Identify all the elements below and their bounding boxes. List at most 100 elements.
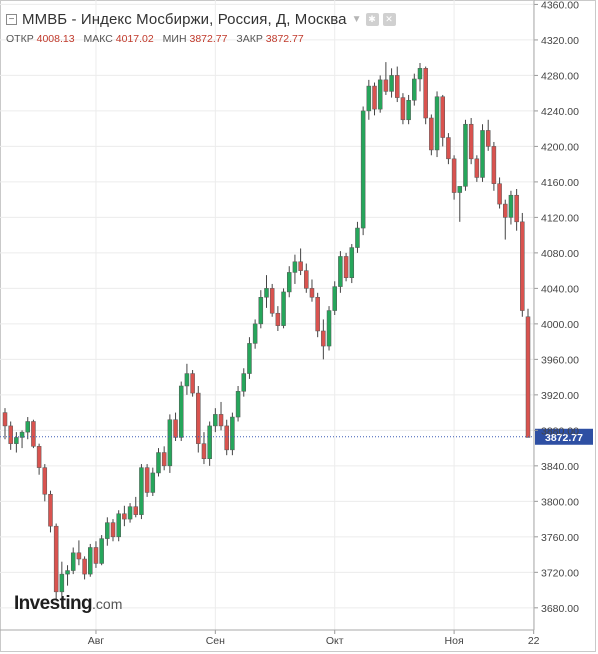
candle-body-up — [184, 373, 190, 387]
candle-body-up — [377, 79, 383, 110]
candle-body-up — [65, 570, 70, 575]
candle-body-up — [457, 186, 463, 193]
candle-body-down — [321, 330, 326, 347]
candle-body-down — [423, 68, 428, 119]
candle — [218, 401, 224, 431]
candle-body-down — [269, 288, 275, 314]
candle — [82, 556, 87, 580]
candle — [429, 114, 434, 156]
candle-body-down — [468, 123, 474, 160]
candle — [514, 189, 519, 231]
y-tick-label: 4040.00 — [541, 283, 579, 295]
candle-body-up — [241, 373, 247, 392]
candle — [446, 133, 451, 165]
candle — [503, 199, 508, 240]
candle-body-up — [355, 227, 360, 248]
high-value: 4017.02 — [115, 33, 154, 45]
candle — [434, 91, 440, 158]
settings-icon[interactable]: ✱ — [365, 12, 379, 26]
candle — [2, 408, 8, 440]
candle — [372, 82, 377, 116]
candle — [474, 155, 480, 182]
candle — [156, 448, 161, 477]
candle — [93, 541, 99, 568]
chart-title: ММВБ - Индекс Мосбиржи, Россия, Д, Москв… — [22, 10, 347, 28]
candle-body-down — [520, 221, 525, 311]
candle-body-up — [332, 286, 337, 311]
candle-body-up — [99, 538, 104, 564]
candle-body-up — [156, 452, 161, 474]
candle — [258, 290, 264, 329]
y-tick-label: 3960.00 — [541, 354, 579, 366]
candle — [207, 421, 212, 466]
candle-body-up — [360, 110, 366, 229]
y-tick-label: 4320.00 — [541, 35, 579, 47]
candle — [48, 490, 53, 533]
candle-body-down — [133, 506, 138, 515]
candle — [230, 412, 235, 456]
candle — [508, 190, 514, 225]
candle — [264, 275, 269, 308]
candle-body-down — [144, 467, 150, 493]
candle-body-down — [309, 288, 315, 298]
y-tick-label: 4080.00 — [541, 248, 579, 260]
close-label: ЗАКР — [236, 33, 263, 45]
candle — [144, 464, 150, 497]
candle-body-down — [400, 97, 406, 121]
candle — [105, 517, 110, 546]
close-icon[interactable]: ✕ — [382, 12, 396, 26]
investing-logo[interactable]: Investing.com — [14, 593, 122, 615]
candle-body-down — [122, 513, 127, 520]
candle-body-down — [503, 203, 508, 218]
candle — [201, 432, 207, 465]
candle — [485, 119, 491, 151]
candle-body-up — [88, 547, 93, 575]
candle — [497, 177, 502, 209]
candle — [19, 430, 25, 449]
y-tick-label: 4240.00 — [541, 106, 579, 118]
candle — [321, 319, 326, 360]
candle — [247, 337, 252, 379]
candle — [298, 248, 303, 276]
candle-body-down — [446, 137, 451, 160]
close-value: 3872.77 — [265, 33, 304, 45]
candle — [275, 306, 281, 331]
candle-body-down — [275, 312, 281, 326]
candle-body-down — [82, 558, 87, 575]
candles — [2, 62, 531, 599]
candle — [53, 523, 59, 599]
y-tick-label: 4360.00 — [541, 0, 579, 11]
candle-body-up — [150, 472, 156, 493]
candle-body-down — [383, 79, 389, 92]
x-tick-label: Авг — [88, 635, 105, 647]
candle-body-up — [116, 513, 121, 538]
candle-body-up — [463, 123, 468, 187]
chart-header: − ММВБ - Индекс Мосбиржи, Россия, Д, Мос… — [6, 8, 526, 45]
candle — [8, 421, 13, 450]
candle — [31, 419, 36, 449]
candle — [417, 63, 423, 92]
y-tick-label: 3920.00 — [541, 390, 579, 402]
candle-body-down — [53, 525, 59, 593]
candle-body-down — [497, 183, 502, 205]
candle-body-down — [514, 194, 519, 223]
candle-body-down — [173, 419, 178, 438]
open-value: 4008.13 — [36, 33, 75, 45]
candle — [65, 565, 70, 586]
candle-body-up — [167, 419, 173, 467]
candle — [366, 79, 372, 120]
candle — [161, 446, 167, 471]
dropdown-caret-icon[interactable]: ▼ — [351, 13, 362, 25]
axes: 3680.00 3720.00 3760.00 3800.00 3840.00 3880.… — [0, 0, 579, 647]
candle-body-down — [8, 425, 13, 444]
collapse-icon[interactable]: − — [6, 13, 17, 25]
candle — [349, 244, 355, 284]
candle — [520, 212, 525, 317]
logo-suffix: .com — [92, 596, 123, 612]
candle-body-up — [19, 431, 25, 438]
candle-body-up — [326, 310, 332, 347]
candle — [213, 408, 218, 433]
candle — [110, 519, 116, 542]
